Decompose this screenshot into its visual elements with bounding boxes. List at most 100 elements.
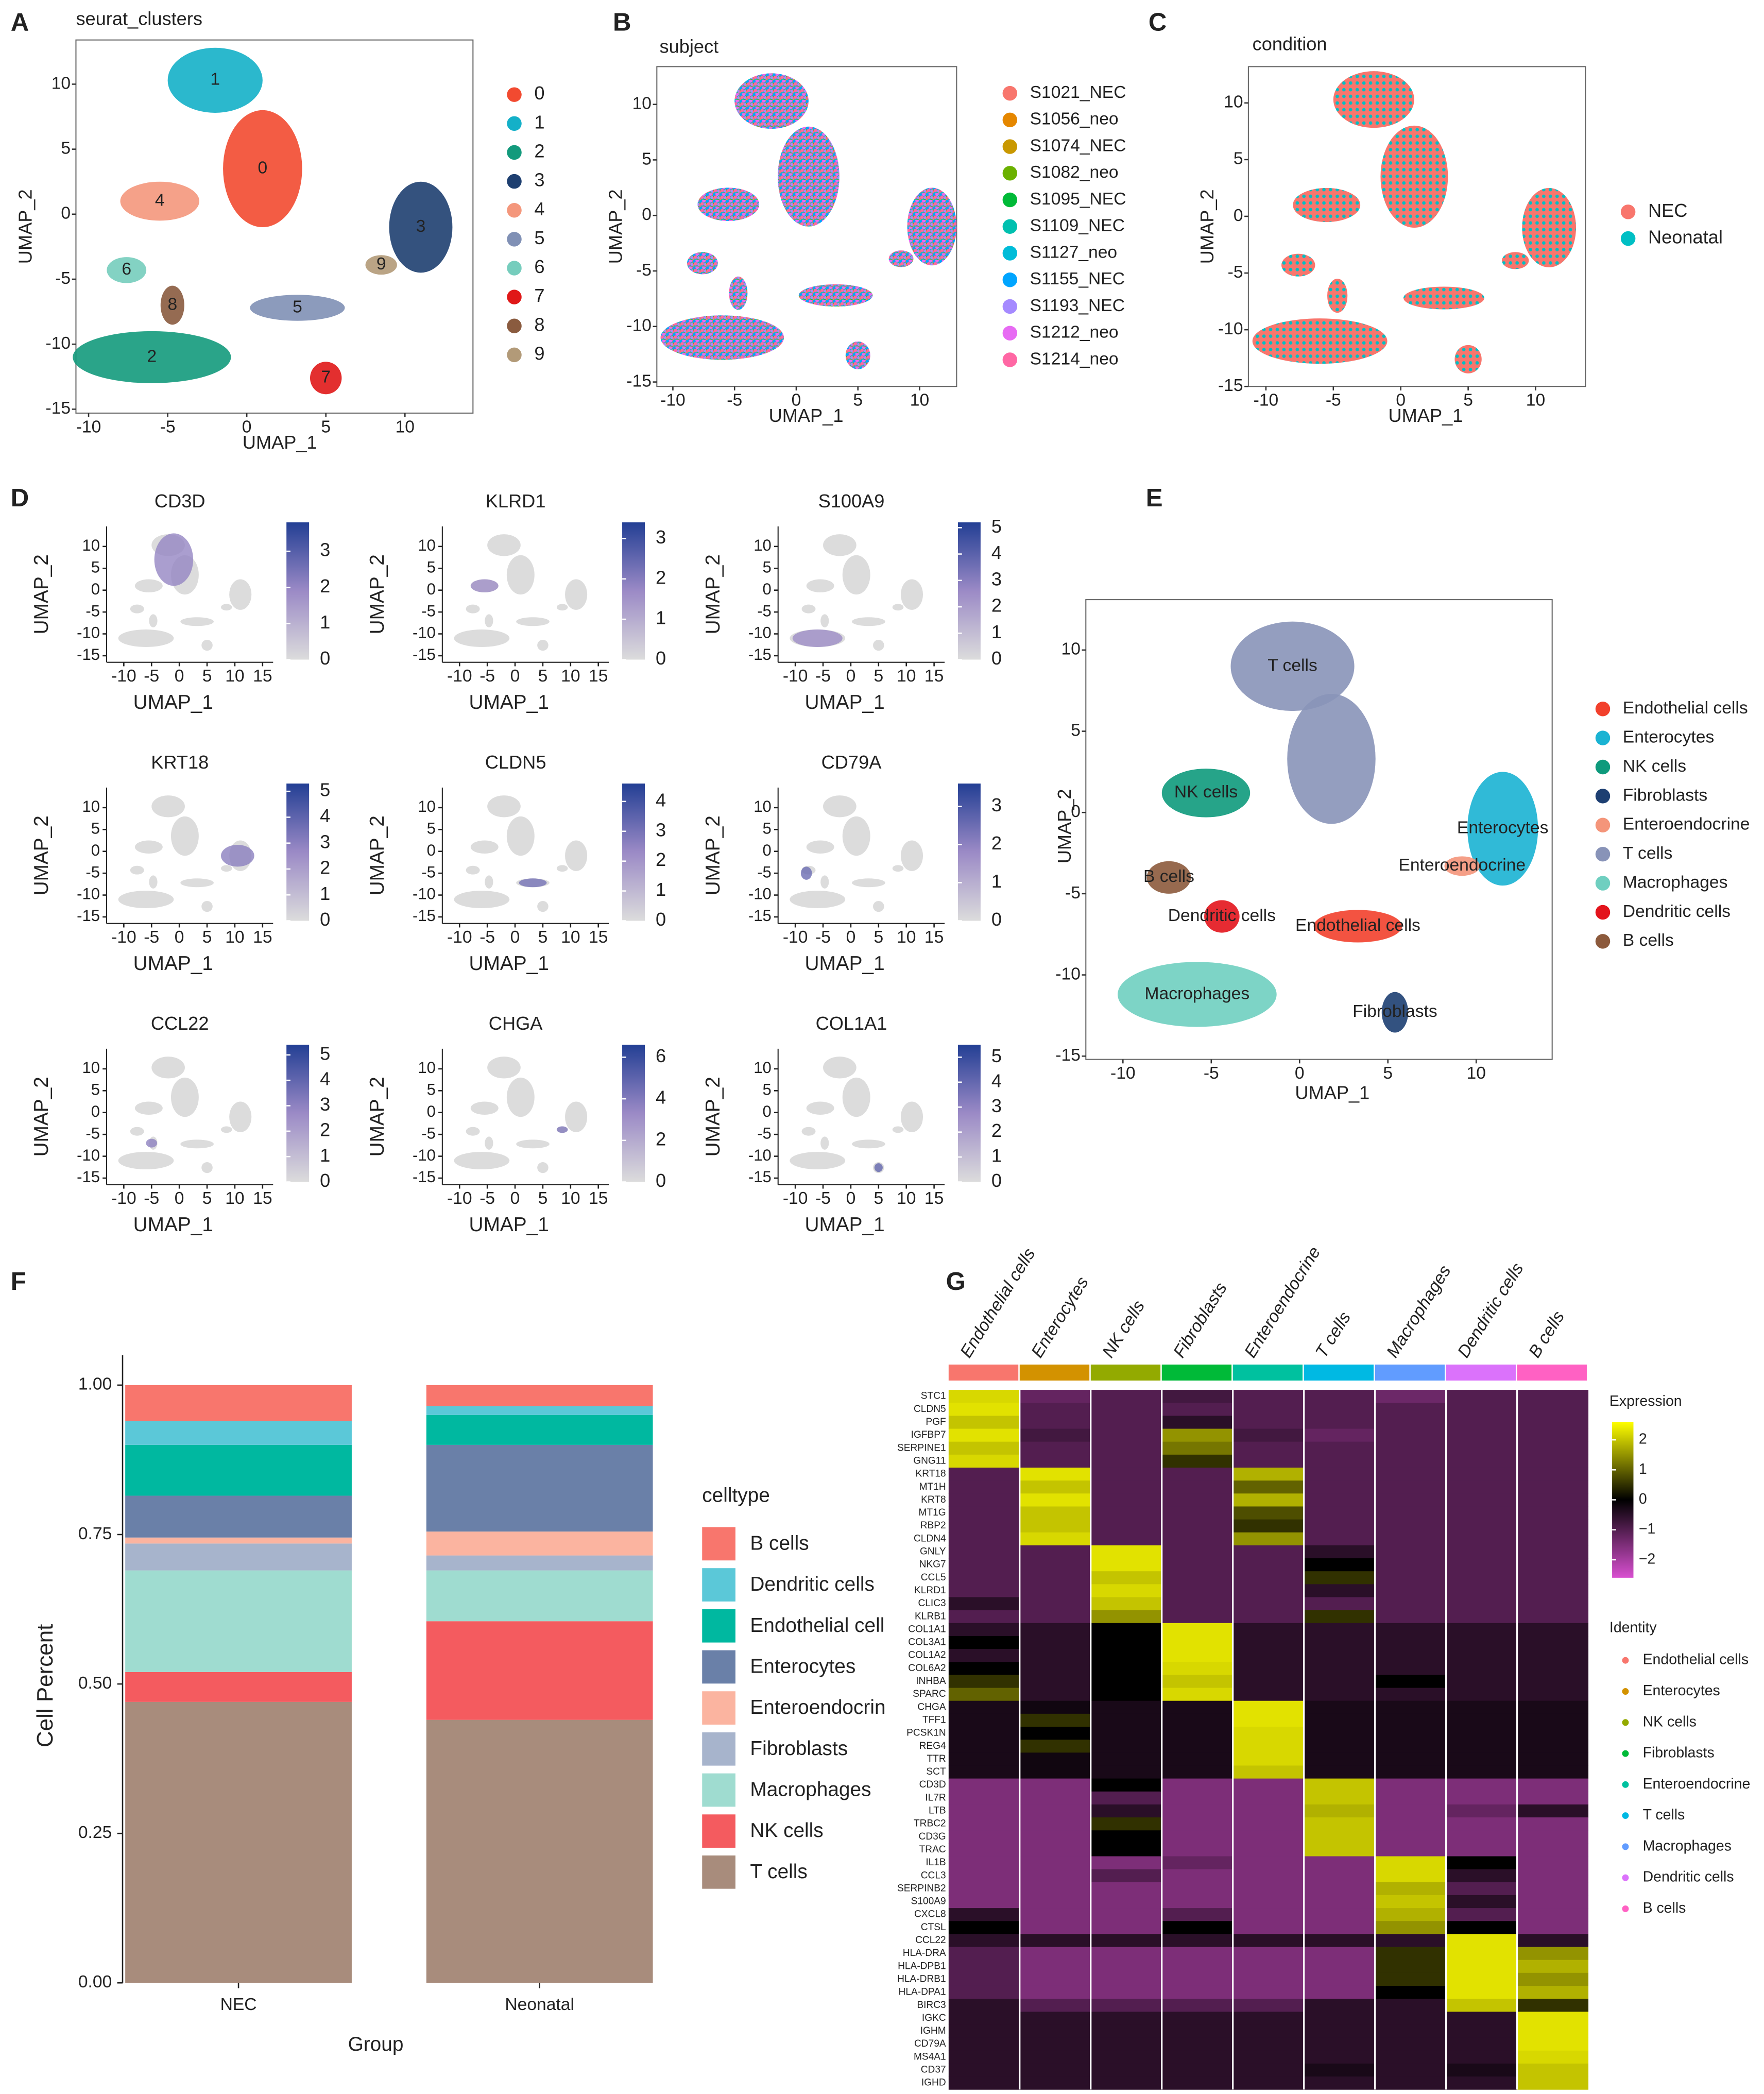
heatmap-cell [1517,1921,1589,1934]
x-tick-label: 15 [924,928,944,947]
heatmap-cell [1090,1636,1162,1649]
y-tick-label: 5 [427,558,436,576]
heatmap-cell [1161,1441,1234,1455]
heatmap-cell [1161,1493,1234,1507]
heatmap-cell [1375,2063,1447,2077]
heatmap-cell [1090,1571,1162,1585]
legend-swatch [1620,205,1636,219]
legend-swatch [1595,818,1611,833]
heatmap-cell [1517,1947,1589,1961]
x-tick-label: -5 [815,1189,831,1208]
heatmap-cell [1304,1480,1376,1494]
heatmap-cell [1304,1985,1376,1999]
heatmap-cell [1375,1480,1447,1494]
heatmap-cell [1019,1545,1091,1559]
colorbar-label: 3 [991,794,1002,815]
y-tick-label: 1.00 [78,1375,112,1394]
heatmap-cell [1161,1960,1234,1973]
x-tick-label: Neonatal [505,1995,574,2014]
colorbar-label: 2 [991,832,1002,854]
bar-segment [125,1421,352,1445]
x-tick-label: 10 [910,391,929,410]
heatmap-cell [1304,1882,1376,1896]
panel-letter: F [11,1268,26,1296]
x-tick-label: -10 [447,1189,472,1208]
heatmap-cell [1232,1441,1305,1455]
heatmap-cell [1161,1700,1234,1714]
bar-segment [125,1495,352,1538]
heatmap-cell [1090,1843,1162,1857]
y-tick-label: 0 [91,580,100,598]
heatmap-cell [1090,1934,1162,1948]
gene-label: BIRC3 [917,2000,946,2011]
heatmap-cell [1304,1700,1376,1714]
heatmap-cell [1019,1843,1091,1857]
bar-segment [125,1543,352,1571]
heatmap-cell [1232,1726,1305,1740]
heatmap-cell [1375,1817,1447,1831]
cell-region [778,126,840,227]
heatmap-cell [1517,1480,1589,1494]
heatmap-cell [1019,2037,1091,2051]
gene-label: HLA-DRB1 [897,1973,946,1984]
heatmap-cell [1090,1558,1162,1572]
heatmap-cell [1304,1390,1376,1403]
heatmap-cell [1232,1778,1305,1792]
cell-region [845,341,870,369]
heatmap-cell [1019,1895,1091,1909]
heatmap-cell [948,2076,1020,2090]
cell-region [506,816,535,856]
x-tick-label: -10 [111,667,136,686]
heatmap-cell [1446,1532,1518,1546]
cell-cluster [120,181,200,221]
heatmap-cell [1517,1454,1589,1468]
x-tick-label: 5 [202,667,212,686]
heatmap-cell [1517,1972,1589,1986]
legend-swatch [1595,730,1611,745]
y-axis-title: UMAP_2 [30,1077,53,1156]
heatmap-cell [1375,1597,1447,1611]
x-tick-label: 5 [538,1189,548,1208]
heatmap-cell [1019,1584,1091,1598]
cell-region [852,1139,885,1149]
heatmap-cell [1304,1649,1376,1662]
heatmap-cell [1090,1804,1162,1818]
heatmap-cell [1161,1390,1234,1403]
gene-label: CLIC3 [918,1598,946,1609]
heatmap-cell [1375,1791,1447,1805]
x-tick-label: 15 [924,1189,944,1208]
legend-label: 5 [534,227,544,248]
heatmap-cell [1517,1532,1589,1546]
x-axis-title: UMAP_1 [804,691,884,713]
heatmap-cell [1161,1558,1234,1572]
y-tick-label: -10 [748,1146,772,1164]
legend-label: Dendritic cells [750,1573,874,1595]
heatmap-cell [1161,1480,1234,1494]
heatmap-cell [948,1454,1020,1468]
heatmap-cell [1090,1584,1162,1598]
legend-swatch [1595,701,1611,717]
cell-region [900,1101,923,1132]
heatmap-cell [1517,1778,1589,1792]
cell-region [687,252,718,275]
expression-region [220,844,254,867]
heatmap-cell [1232,1519,1305,1533]
heatmap-cell [1232,1856,1305,1870]
heatmap-cell [1375,1778,1447,1792]
heatmap-cell [1090,1532,1162,1546]
heatmap-cell [1446,1649,1518,1662]
bar-segment [426,1406,653,1415]
legend-label: NEC [1648,200,1687,221]
legend-label: NK cells [750,1819,823,1842]
x-tick-label: -5 [1204,1064,1219,1083]
heatmap-cell [948,1895,1020,1909]
cell-region [134,1101,163,1115]
heatmap-cell [1019,1972,1091,1986]
heatmap-cell [1375,1960,1447,1973]
legend-label: S1095_NEC [1030,190,1126,209]
cell-cluster [1467,772,1538,886]
colorbar-label: −2 [1639,1551,1655,1567]
legend-label: Dendritic cells [1643,1869,1734,1885]
heatmap-cell [1019,1506,1091,1520]
heatmap-cell [1019,1726,1091,1740]
